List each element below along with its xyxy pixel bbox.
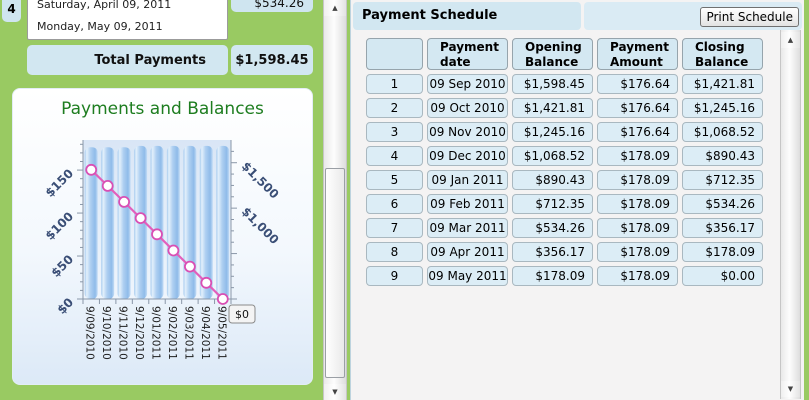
svg-text:$150: $150 [43, 166, 77, 200]
svg-text:$100: $100 [43, 209, 77, 243]
table-cell: 09 Jan 2011 [427, 170, 508, 190]
table-cell: 9 [366, 266, 423, 286]
table-cell: $178.09 [682, 242, 763, 262]
table-cell: $1,068.52 [512, 146, 593, 166]
table-cell: 6 [366, 194, 423, 214]
payments-balances-chart-card: Payments and Balances $0 $50 $100 $150 $1,00… [12, 88, 313, 385]
table-cell: $890.43 [682, 146, 763, 166]
table-cell: $356.17 [512, 242, 593, 262]
table-cell: 7 [366, 218, 423, 238]
payments-balances-chart: $0 $50 $100 $150 $1,000$1,500 9/09/2010 9/10/2… [43, 140, 282, 360]
scroll-up-icon: ▲ [787, 36, 794, 44]
table-cell: 09 Nov 2010 [427, 122, 508, 142]
table-cell: 8 [366, 242, 423, 262]
table-cell: $1,245.16 [512, 122, 593, 142]
table-cell: 2 [366, 98, 423, 118]
schedule-row-number-badge: 4 [2, 0, 21, 22]
table-cell: $178.09 [597, 194, 678, 214]
svg-text:9/11/2010: 9/11/2010 [117, 306, 129, 360]
table-cell: 09 Mar 2011 [427, 218, 508, 238]
table-cell: $534.26 [682, 194, 763, 214]
table-cell: $178.09 [512, 266, 593, 286]
table-cell: $1,421.81 [512, 98, 593, 118]
scroll-down-button[interactable]: ▼ [324, 384, 346, 400]
table-cell: $356.17 [682, 218, 763, 238]
svg-text:9/05/2011: 9/05/2011 [215, 306, 227, 360]
payment-schedule-table: Payment date Opening Balance Payment Amoun… [366, 38, 763, 286]
table-cell: $178.09 [597, 170, 678, 190]
header-cell: Closing Balance [682, 38, 763, 70]
date-range-end: Monday, May 09, 2011 [37, 20, 163, 33]
table-cell: 09 Oct 2010 [427, 98, 508, 118]
header-cell [366, 38, 423, 70]
table-cell: 09 Sep 2010 [427, 74, 508, 94]
total-payments-label: Total Payments [27, 45, 228, 75]
svg-text:$50: $50 [48, 252, 76, 280]
total-payments-value: $1,598.45 [231, 45, 313, 75]
payment-schedule-panel: Payment Schedule Print Schedule Payment … [350, 0, 804, 400]
svg-text:$0: $0 [235, 308, 249, 321]
table-cell: $890.43 [512, 170, 593, 190]
panel-toolbar: Print Schedule [584, 2, 802, 30]
print-schedule-button[interactable]: Print Schedule [700, 7, 799, 27]
table-cell: $534.26 [512, 218, 593, 238]
table-cell: $178.09 [597, 242, 678, 262]
chart-title: Payments and Balances [61, 99, 264, 119]
table-cell: $1,598.45 [512, 74, 593, 94]
table-cell: $178.09 [597, 266, 678, 286]
table-cell: 09 May 2011 [427, 266, 508, 286]
table-cell: 4 [366, 146, 423, 166]
svg-text:$1,000: $1,000 [239, 204, 282, 247]
svg-text:9/03/2011: 9/03/2011 [182, 306, 194, 360]
table-cell: $1,421.81 [682, 74, 763, 94]
table-cell: 09 Apr 2011 [427, 242, 508, 262]
left-panel-scrollbar[interactable]: ▲ ▼ [323, 0, 347, 400]
panel-title: Payment Schedule [353, 2, 581, 30]
table-cell: $1,245.16 [682, 98, 763, 118]
table-cell: $0.00 [682, 266, 763, 286]
date-range-start: Saturday, April 09, 2011 [37, 0, 172, 11]
table-cell: 3 [366, 122, 423, 142]
svg-text:9/02/2011: 9/02/2011 [166, 306, 178, 360]
table-cell: $1,068.52 [682, 122, 763, 142]
payment-date-range-box: Saturday, April 09, 2011 Monday, May 09,… [27, 0, 228, 40]
svg-text:9/12/2010: 9/12/2010 [133, 306, 145, 360]
svg-text:$0: $0 [54, 295, 76, 317]
table-cell: $176.64 [597, 98, 678, 118]
scroll-up-button[interactable]: ▲ [781, 32, 800, 48]
table-cell: $178.09 [597, 218, 678, 238]
scroll-down-button[interactable]: ▼ [781, 381, 800, 397]
table-cell: 09 Dec 2010 [427, 146, 508, 166]
row-amount-value: $534.26 [231, 0, 313, 12]
table-cell: 09 Feb 2011 [427, 194, 508, 214]
scroll-up-icon: ▲ [332, 4, 338, 12]
header-cell: Payment date [427, 38, 508, 70]
table-scrollbar[interactable]: ▲ ▼ [780, 30, 801, 399]
table-cell: $178.09 [597, 146, 678, 166]
svg-text:9/04/2011: 9/04/2011 [199, 306, 211, 360]
scroll-down-icon: ▼ [787, 385, 794, 393]
scrollbar-thumb[interactable] [325, 168, 345, 378]
svg-text:9/01/2011: 9/01/2011 [150, 306, 162, 360]
header-cell: Payment Amount [597, 38, 678, 70]
table-cell: 1 [366, 74, 423, 94]
table-cell: $712.35 [512, 194, 593, 214]
table-cell: $176.64 [597, 122, 678, 142]
scroll-up-button[interactable]: ▲ [324, 0, 346, 16]
header-cell: Opening Balance [512, 38, 593, 70]
svg-text:$1,500: $1,500 [239, 159, 282, 202]
table-cell: $176.64 [597, 74, 678, 94]
svg-text:9/10/2010: 9/10/2010 [100, 306, 112, 360]
table-cell: $712.35 [682, 170, 763, 190]
right-axis-zero-label-box [228, 304, 256, 324]
svg-text:9/09/2010: 9/09/2010 [84, 306, 96, 360]
table-cell: 5 [366, 170, 423, 190]
scroll-down-icon: ▼ [332, 388, 338, 396]
